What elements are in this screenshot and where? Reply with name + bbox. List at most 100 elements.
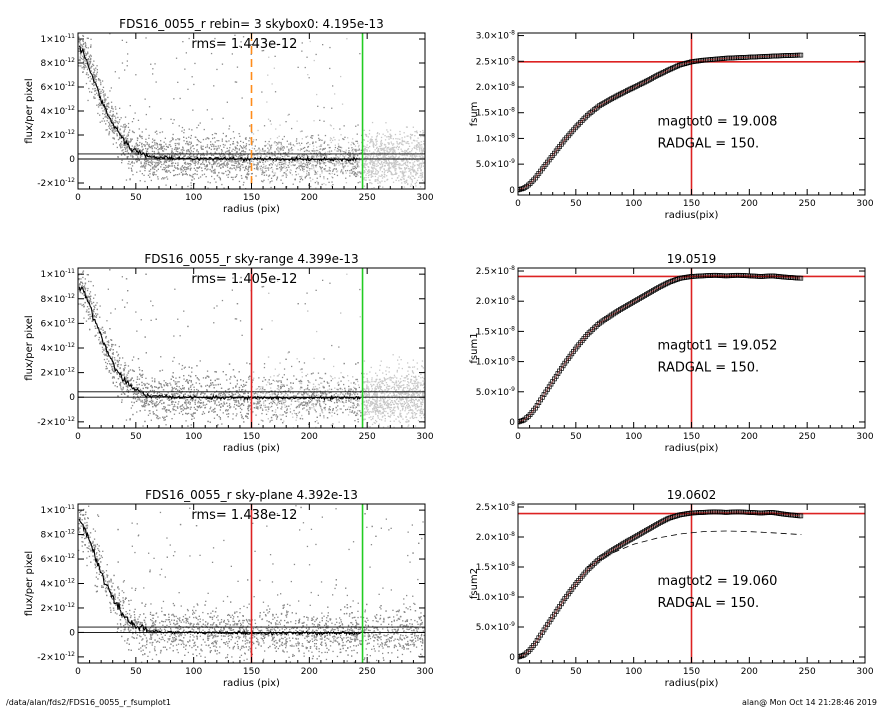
scatter-point [231, 164, 233, 166]
scatter-point [320, 145, 322, 147]
scatter-point [145, 165, 147, 167]
scatter-point [200, 163, 202, 166]
sky-point [366, 163, 368, 165]
scatter-point [360, 171, 363, 173]
scatter-point [112, 352, 114, 354]
scatter-point [349, 161, 351, 163]
scatter-point [342, 168, 345, 170]
scatter-point [316, 173, 318, 175]
scatter-point [308, 174, 310, 176]
scatter-point [177, 138, 179, 140]
sky-point [396, 161, 399, 163]
scatter-point [285, 415, 287, 417]
scatter-point [234, 164, 236, 167]
scatter-point [150, 155, 152, 157]
scatter-point [219, 154, 221, 156]
scatter-point [353, 173, 355, 175]
scatter-point [321, 392, 323, 395]
scatter-point [102, 329, 104, 331]
scatter-point [160, 140, 162, 142]
scatter-point [245, 143, 248, 145]
sky-point [404, 151, 406, 153]
scatter-point [152, 138, 154, 140]
sky-point [411, 181, 413, 183]
scatter-point [82, 271, 84, 273]
scatter-point [156, 144, 158, 146]
scatter-point [310, 150, 313, 152]
scatter-point [184, 155, 186, 158]
scatter-point [103, 101, 106, 104]
scatter-point [141, 143, 143, 145]
sky-point [416, 144, 418, 146]
scatter-point [324, 397, 327, 400]
scatter-point [108, 132, 110, 134]
sky-point [422, 140, 425, 142]
scatter-point [309, 152, 312, 154]
scatter-point [262, 149, 264, 151]
scatter-point [317, 150, 319, 152]
scatter-point [216, 163, 219, 165]
scatter-point [95, 75, 97, 78]
sky-point [363, 178, 365, 180]
scatter-point [202, 152, 204, 154]
scatter-point [186, 149, 188, 152]
scatter-point [270, 146, 272, 148]
scatter-point [250, 160, 253, 162]
scatter-point [96, 92, 98, 94]
scatter-point [112, 143, 114, 145]
scatter-point [93, 77, 95, 79]
scatter-point [174, 393, 176, 395]
scatter-point [130, 167, 132, 169]
sky-point [371, 152, 374, 154]
sky-point [387, 152, 389, 155]
scatter-point [94, 90, 97, 92]
scatter-point [238, 159, 240, 162]
scatter-point [86, 37, 88, 39]
scatter-point [353, 170, 355, 173]
scatter-point [303, 150, 306, 153]
scatter-point [246, 172, 249, 174]
sky-point [395, 155, 397, 157]
sky-point [421, 146, 423, 148]
scatter-point [218, 378, 220, 380]
scatter-point [149, 176, 151, 178]
scatter-point [120, 154, 123, 156]
scatter-point [222, 117, 224, 119]
scatter-point [178, 147, 180, 149]
scatter-point [94, 193, 95, 194]
sky-point [418, 143, 420, 145]
scatter-point [127, 122, 130, 125]
sky-point [365, 154, 367, 156]
scatter-point [235, 415, 237, 417]
sky-point [368, 169, 370, 171]
scatter-point [80, 57, 82, 60]
sky-point [421, 157, 423, 159]
scatter-point [211, 159, 214, 161]
scatter-point [124, 154, 126, 156]
scatter-point [146, 160, 148, 162]
scatter-point [304, 159, 307, 161]
scatter-point [170, 145, 172, 148]
scatter-point [124, 144, 126, 146]
scatter-point [181, 408, 183, 410]
scatter-point [320, 167, 322, 170]
sky-point [370, 140, 372, 143]
scatter-point [200, 145, 202, 147]
scatter-point [139, 149, 142, 151]
scatter-point [302, 169, 304, 171]
sky-point [380, 175, 382, 177]
sky-point [381, 165, 383, 168]
scatter-point [349, 155, 352, 157]
scatter-point [233, 167, 235, 169]
scatter-point [283, 156, 285, 158]
scatter-point [195, 161, 197, 164]
sky-point [387, 142, 389, 144]
scatter-point [144, 169, 146, 172]
scatter-point [155, 406, 157, 408]
scatter-point [306, 393, 308, 395]
sky-point [385, 154, 387, 156]
scatter-point [140, 136, 142, 138]
scatter-point [265, 413, 268, 415]
scatter-point [102, 9, 103, 10]
scatter-point [133, 392, 135, 394]
